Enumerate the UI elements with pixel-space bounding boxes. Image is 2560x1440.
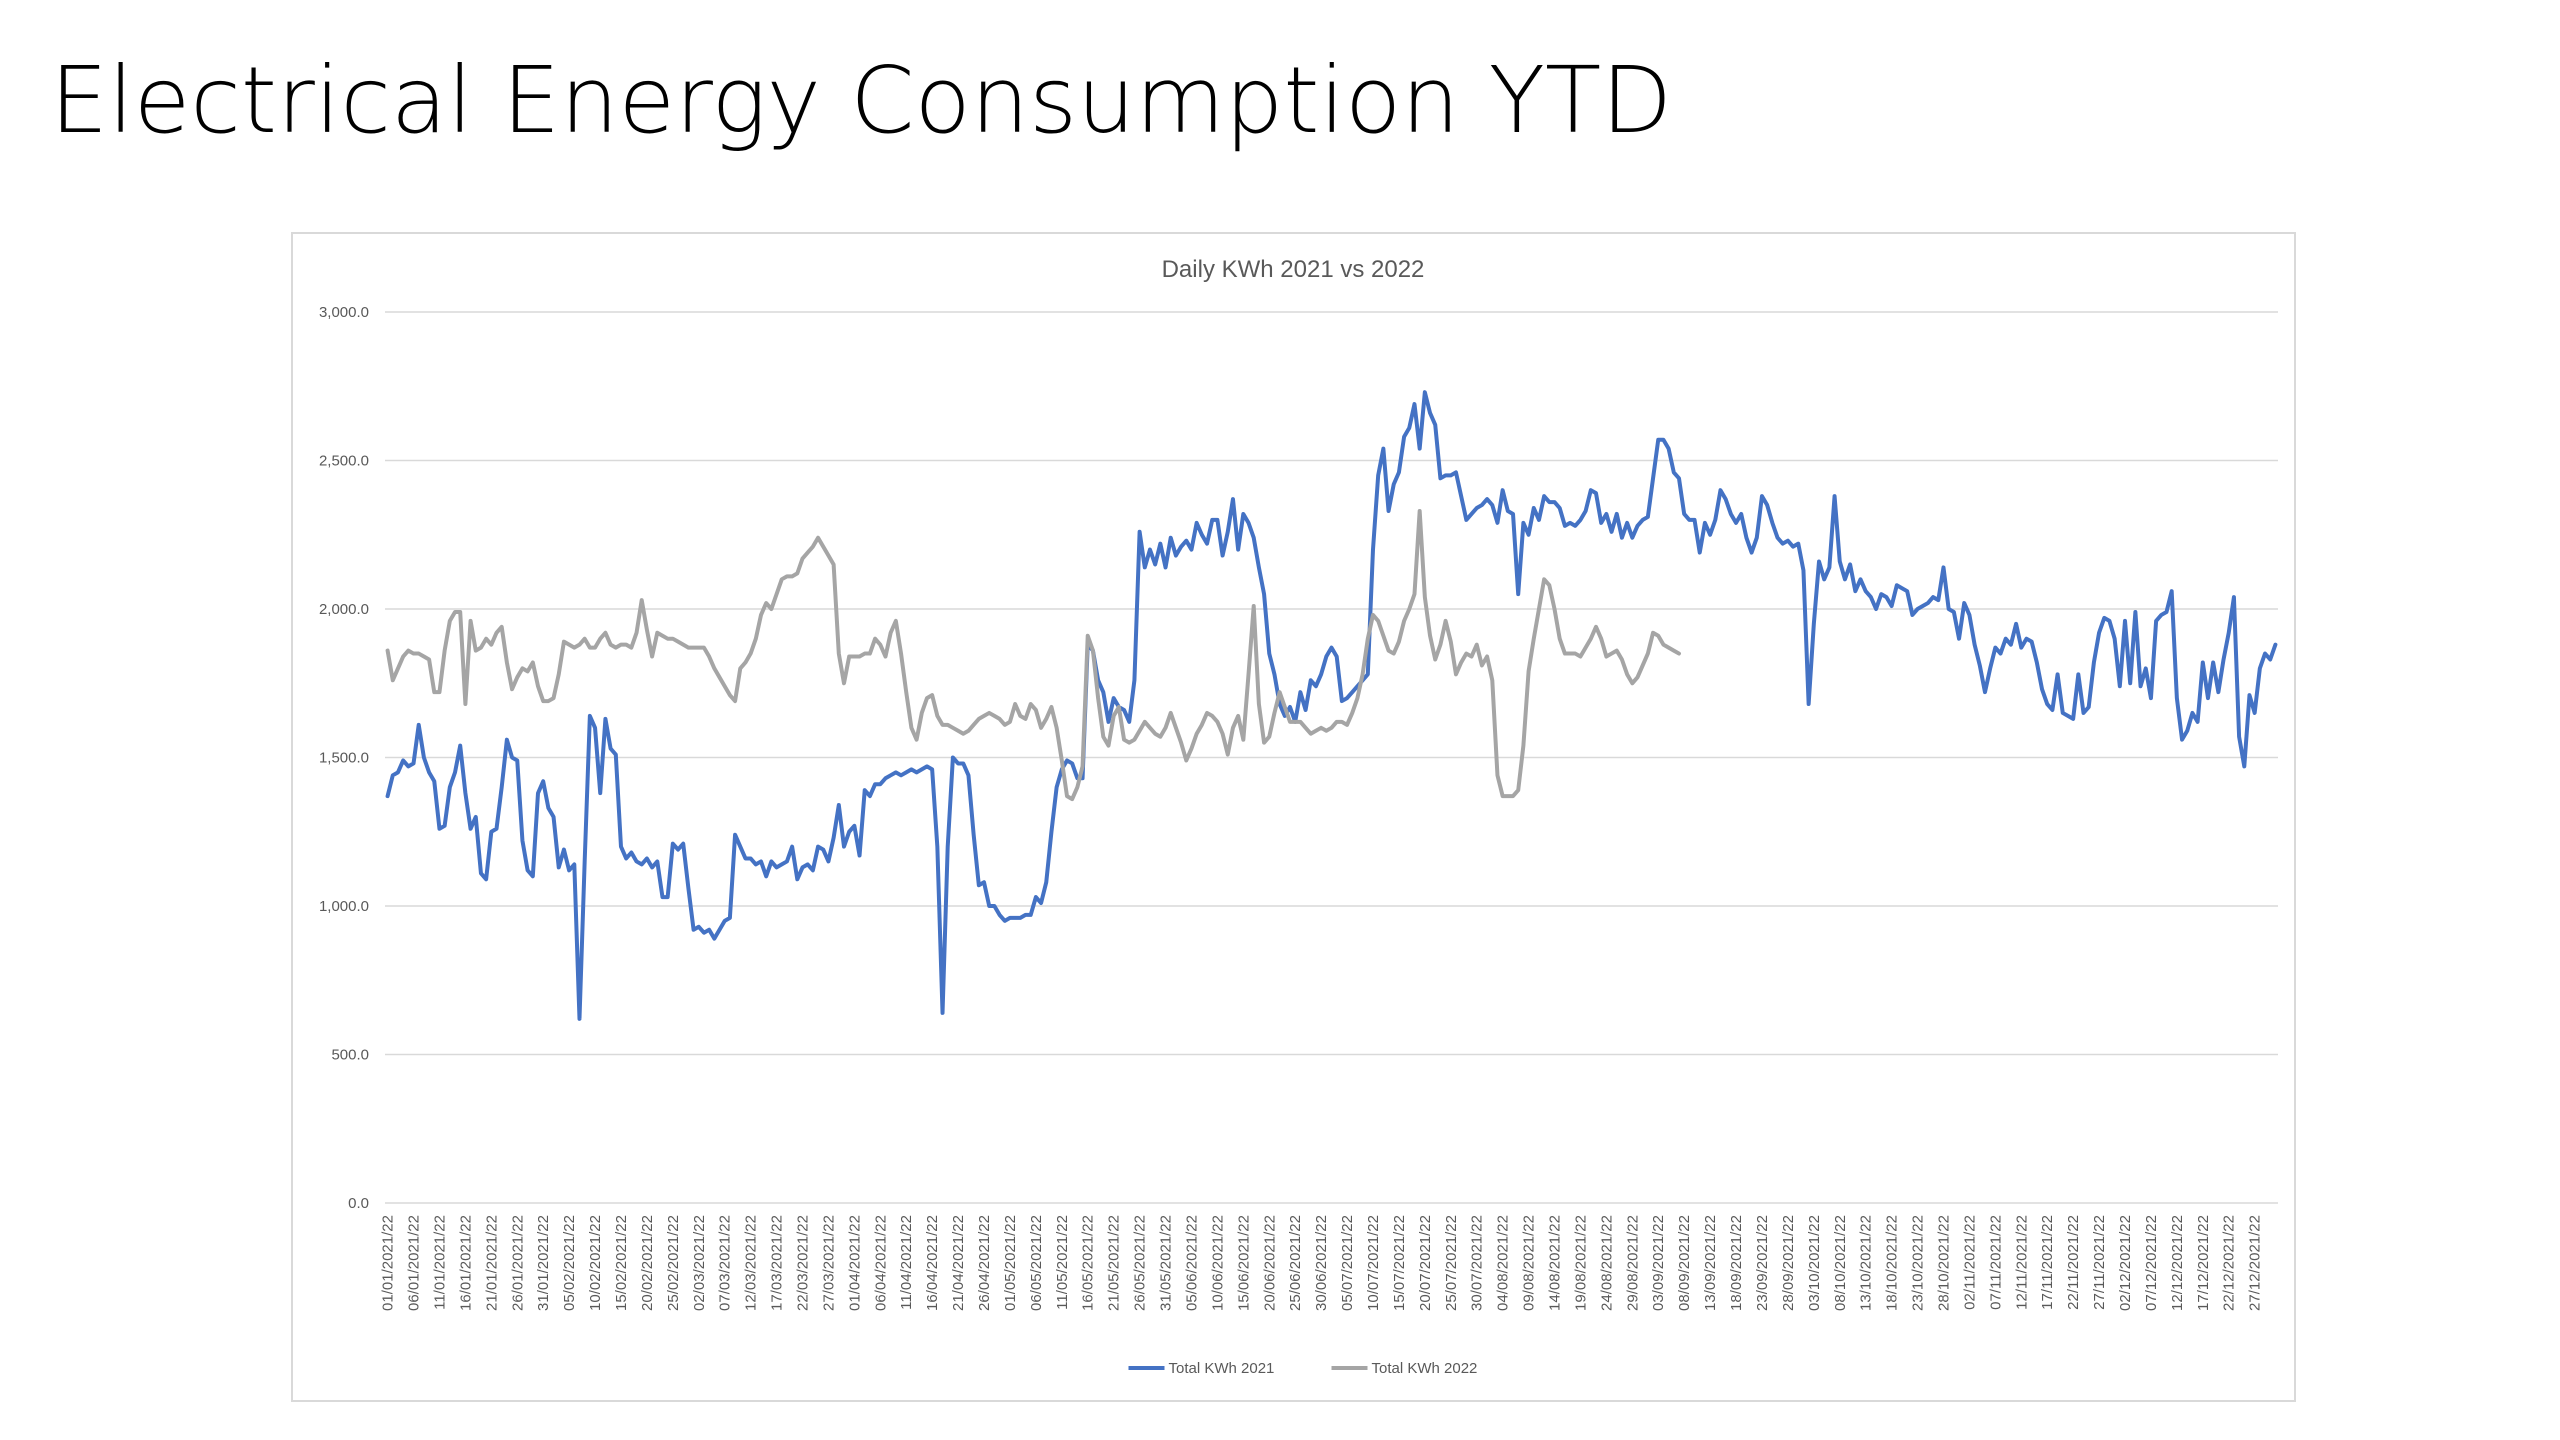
x-tick-label: 02/03/2021/22 (691, 1215, 708, 1311)
x-tick-label: 05/07/2021/22 (1339, 1215, 1356, 1311)
x-tick-label: 28/09/2021/22 (1780, 1215, 1797, 1311)
x-tick-label: 22/11/2021/22 (2065, 1215, 2082, 1310)
legend-label: Total KWh 2022 (1372, 1360, 1478, 1377)
x-tick-label: 01/01/2021/22 (380, 1215, 397, 1311)
x-tick-label: 01/05/2021/22 (1002, 1215, 1019, 1311)
x-tick-label: 20/07/2021/22 (1417, 1215, 1434, 1311)
x-tick-label: 15/07/2021/22 (1391, 1215, 1408, 1311)
x-tick-label: 15/06/2021/22 (1235, 1215, 1252, 1311)
x-tick-label: 02/12/2021/22 (2117, 1215, 2134, 1311)
chart-title: Daily KWh 2021 vs 2022 (1162, 256, 1425, 283)
x-tick-label: 24/08/2021/22 (1598, 1215, 1615, 1311)
series-line (385, 508, 1681, 802)
x-tick-label: 14/08/2021/22 (1547, 1215, 1564, 1311)
y-tick-label: 1,000.0 (319, 898, 369, 915)
x-tick-label: 07/12/2021/22 (2143, 1215, 2160, 1311)
x-tick-label: 17/11/2021/22 (2039, 1215, 2056, 1310)
x-tick-label: 10/06/2021/22 (1209, 1215, 1226, 1311)
x-tick-label: 15/02/2021/22 (613, 1215, 630, 1311)
x-tick-label: 27/11/2021/22 (2091, 1215, 2108, 1310)
x-tick-label: 26/05/2021/22 (1132, 1215, 1149, 1311)
x-tick-label: 08/10/2021/22 (1832, 1215, 1849, 1311)
y-tick-label: 2,500.0 (319, 453, 369, 470)
plot-area: 0.0 500.0 1,000.0 1,500.0 2,000.0 2,500.0 3,00… (319, 304, 2278, 1377)
x-tick-label: 20/06/2021/22 (1261, 1215, 1278, 1311)
slide-title: Electrical Energy Consumption YTD (50, 47, 1672, 154)
x-tick-label: 04/08/2021/22 (1495, 1215, 1512, 1311)
x-tick-label: 07/03/2021/22 (717, 1215, 734, 1311)
y-tick-label: 0.0 (348, 1195, 369, 1212)
x-tick-label: 27/12/2021/22 (2247, 1215, 2264, 1311)
x-tick-label: 07/11/2021/22 (1987, 1215, 2004, 1310)
x-tick-label: 13/09/2021/22 (1702, 1215, 1719, 1311)
x-tick-label: 22/03/2021/22 (794, 1215, 811, 1311)
x-tick-label: 06/05/2021/22 (1028, 1215, 1045, 1311)
x-tick-label: 25/02/2021/22 (665, 1215, 682, 1311)
series-line (385, 390, 2278, 1021)
x-tick-label: 30/07/2021/22 (1469, 1215, 1486, 1311)
x-tick-label: 21/04/2021/22 (950, 1215, 967, 1311)
y-tick-label: 2,000.0 (319, 601, 369, 618)
x-tick-label: 10/02/2021/22 (587, 1215, 604, 1311)
x-tick-label: 29/08/2021/22 (1624, 1215, 1641, 1311)
x-tick-label: 17/03/2021/22 (769, 1215, 786, 1311)
x-tick-label: 06/01/2021/22 (406, 1215, 423, 1311)
x-tick-label: 12/12/2021/22 (2169, 1215, 2186, 1311)
x-tick-label: 17/12/2021/22 (2195, 1215, 2212, 1311)
x-tick-label: 16/04/2021/22 (924, 1215, 941, 1311)
x-tick-label: 31/05/2021/22 (1158, 1215, 1175, 1311)
y-tick-label: 3,000.0 (319, 304, 369, 321)
x-tick-label: 03/10/2021/22 (1806, 1215, 1823, 1311)
x-tick-label: 31/01/2021/22 (535, 1215, 552, 1311)
x-tick-label: 21/01/2021/22 (483, 1215, 500, 1311)
x-tick-label: 27/03/2021/22 (820, 1215, 837, 1311)
x-tick-label: 26/04/2021/22 (976, 1215, 993, 1311)
x-tick-label: 16/01/2021/22 (457, 1215, 474, 1311)
x-tick-label: 01/04/2021/22 (846, 1215, 863, 1311)
y-tick-label: 500.0 (331, 1047, 369, 1064)
x-tick-label: 25/07/2021/22 (1443, 1215, 1460, 1311)
x-tick-label: 05/02/2021/22 (561, 1215, 578, 1311)
x-tick-label: 25/06/2021/22 (1287, 1215, 1304, 1311)
x-tick-label: 18/09/2021/22 (1728, 1215, 1745, 1311)
x-tick-label: 11/04/2021/22 (898, 1215, 915, 1310)
x-tick-label: 28/10/2021/22 (1935, 1215, 1952, 1311)
x-tick-label: 05/06/2021/22 (1183, 1215, 1200, 1311)
legend-label: Total KWh 2021 (1169, 1360, 1275, 1377)
x-tick-label: 08/09/2021/22 (1676, 1215, 1693, 1311)
x-tick-label: 02/11/2021/22 (1961, 1215, 1978, 1310)
x-tick-label: 11/01/2021/22 (431, 1215, 448, 1310)
x-tick-label: 12/03/2021/22 (743, 1215, 760, 1311)
x-tick-label: 16/05/2021/22 (1080, 1215, 1097, 1311)
x-tick-label: 23/09/2021/22 (1754, 1215, 1771, 1311)
x-tick-label: 10/07/2021/22 (1365, 1215, 1382, 1311)
x-tick-label: 23/10/2021/22 (1910, 1215, 1927, 1311)
x-tick-label: 03/09/2021/22 (1650, 1215, 1667, 1311)
x-tick-label: 13/10/2021/22 (1858, 1215, 1875, 1311)
chart-frame (291, 232, 2296, 1402)
x-tick-label: 19/08/2021/22 (1572, 1215, 1589, 1311)
x-tick-label: 30/06/2021/22 (1313, 1215, 1330, 1311)
x-tick-label: 22/12/2021/22 (2221, 1215, 2238, 1311)
y-tick-label: 1,500.0 (319, 750, 369, 767)
x-tick-label: 09/08/2021/22 (1521, 1215, 1538, 1311)
x-tick-label: 20/02/2021/22 (639, 1215, 656, 1311)
x-tick-label: 12/11/2021/22 (2013, 1215, 2030, 1310)
x-tick-label: 06/04/2021/22 (872, 1215, 889, 1311)
x-tick-label: 21/05/2021/22 (1106, 1215, 1123, 1311)
x-tick-label: 26/01/2021/22 (509, 1215, 526, 1311)
x-tick-label: 11/05/2021/22 (1054, 1215, 1071, 1310)
x-tick-label: 18/10/2021/22 (1884, 1215, 1901, 1311)
